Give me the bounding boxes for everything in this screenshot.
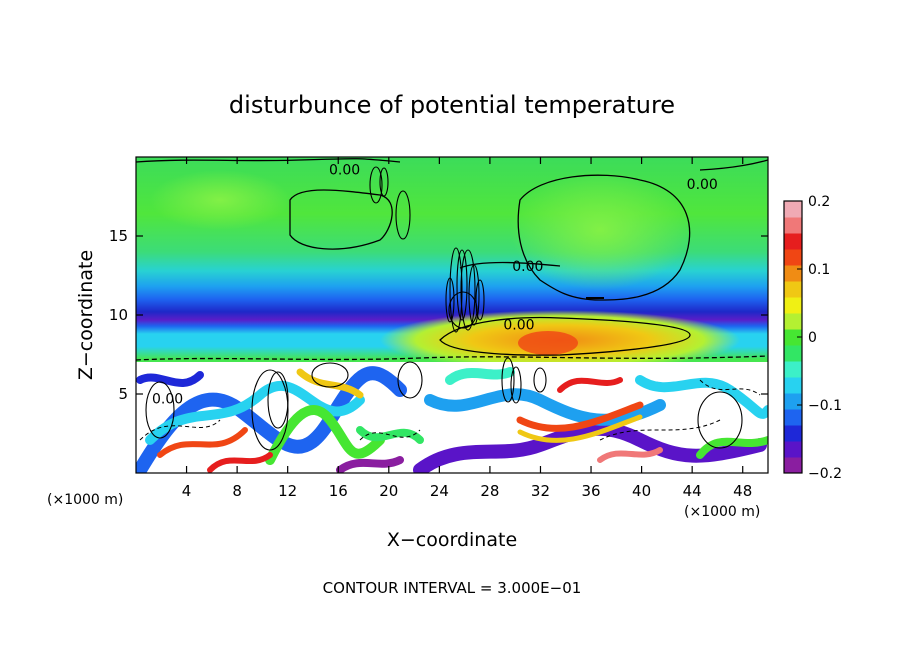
chart-title: disturbunce of potential temperature	[229, 91, 675, 119]
x-tick-label-44: 44	[683, 482, 702, 500]
colorbar-swatch-4	[784, 393, 802, 410]
contour-label-4: 0.00	[152, 392, 183, 408]
colorbar-tick-label-3: −0.1	[808, 398, 842, 414]
colorbar-swatch-11	[784, 281, 802, 298]
colorbar-swatch-9	[784, 313, 802, 330]
warm-core	[518, 331, 578, 355]
colorbar-swatch-16	[784, 201, 802, 218]
colorbar: 0.2 0.1 0 −0.1 −0.2	[783, 194, 842, 482]
colorbar-swatch-5	[784, 377, 802, 394]
x-tick-label-32: 32	[531, 482, 550, 500]
colorbar-swatch-1	[784, 441, 802, 458]
x-unit-left: (×1000 m)	[47, 492, 123, 508]
y-tick-label-15: 15	[109, 227, 128, 245]
colorbar-tick-label-1: 0.1	[808, 262, 830, 278]
x-tick-label-20: 20	[379, 482, 398, 500]
contour-lines	[136, 158, 768, 361]
colorbar-swatch-15	[784, 217, 802, 234]
turbulent-bands	[136, 366, 768, 473]
contour-label-2: 0.00	[512, 259, 543, 275]
colorbar-tick-label-0: 0.2	[808, 194, 830, 210]
x-axis-label: X−coordinate	[387, 529, 517, 551]
contour-lines-dashed	[139, 379, 761, 441]
colorbar-swatch-10	[784, 297, 802, 314]
x-tick-label-16: 16	[329, 482, 348, 500]
contour-label-0: 0.00	[329, 163, 360, 179]
colorbar-swatch-6	[784, 361, 802, 378]
x-tick-label-4: 4	[182, 482, 192, 500]
colorbar-swatch-2	[784, 425, 802, 442]
x-tick-label-8: 8	[232, 482, 242, 500]
colorbar-tick-label-4: −0.2	[808, 466, 842, 482]
colorbar-swatch-0	[784, 457, 802, 474]
colorbar-swatch-12	[784, 265, 802, 282]
colorbar-swatch-8	[784, 329, 802, 346]
contour-labels: 0.00 0.00 0.00 0.00 0.00	[152, 163, 718, 408]
contour-interval-note: CONTOUR INTERVAL = 3.000E−01	[323, 579, 582, 597]
y-axis-label: Z−coordinate	[75, 250, 97, 380]
x-axis: 4 8 12 16 20 24 28 32 36 40 44 48	[182, 157, 752, 500]
colorbar-swatch-7	[784, 345, 802, 362]
x-tick-label-12: 12	[278, 482, 297, 500]
y-axis: 5 10 15	[109, 227, 768, 403]
contour-cluster-center	[145, 166, 743, 451]
light-green-region-left	[150, 170, 290, 230]
colorbar-swatch-3	[784, 409, 802, 426]
colorbar-tick-label-2: 0	[808, 330, 817, 346]
x-unit-right: (×1000 m)	[684, 504, 760, 520]
colorbar-swatch-13	[784, 249, 802, 266]
y-tick-label-10: 10	[109, 306, 128, 324]
light-green-region	[510, 170, 690, 290]
plot-area: 0.00 0.00 0.00 0.00 0.00	[136, 157, 768, 473]
colorbar-swatch-14	[784, 233, 802, 250]
y-tick-label-5: 5	[118, 385, 128, 403]
contour-label-3: 0.00	[503, 317, 534, 333]
x-tick-label-36: 36	[581, 482, 600, 500]
x-tick-label-48: 48	[733, 482, 752, 500]
x-tick-label-24: 24	[430, 482, 449, 500]
x-tick-label-40: 40	[632, 482, 651, 500]
contour-label-1: 0.00	[687, 177, 718, 193]
x-tick-label-28: 28	[480, 482, 499, 500]
